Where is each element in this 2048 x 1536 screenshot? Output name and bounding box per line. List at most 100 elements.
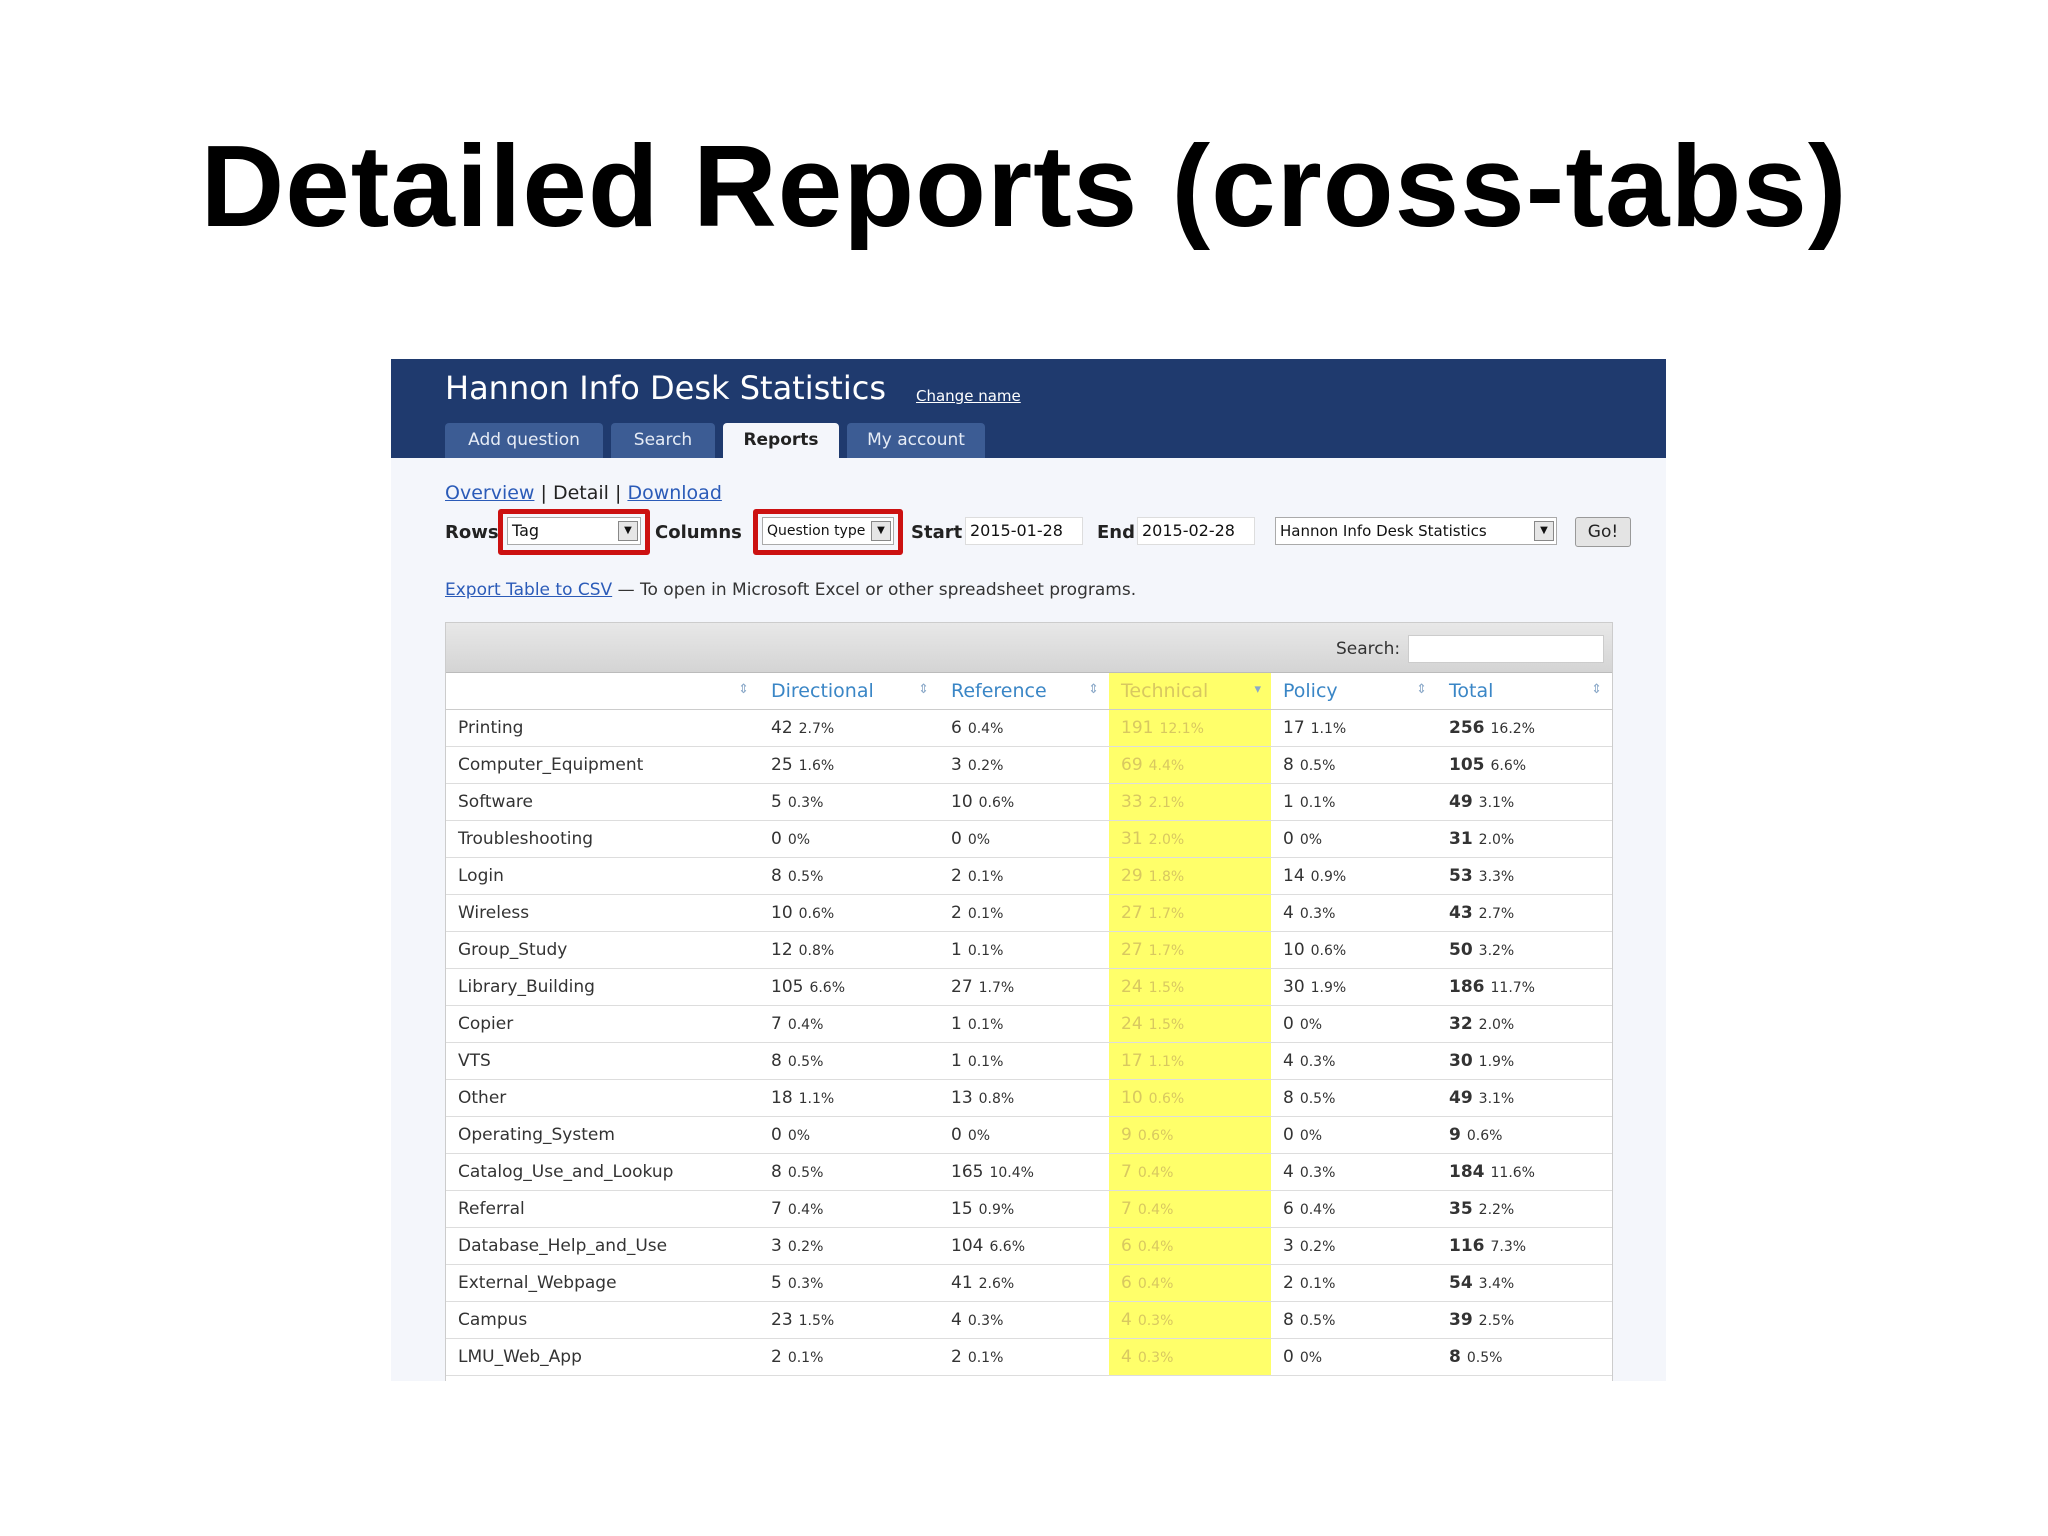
- cell-percent: 11.7%: [1490, 979, 1535, 996]
- cell-percent: 0.1%: [967, 1349, 1004, 1366]
- column-header-row-label[interactable]: ⇕: [446, 673, 759, 710]
- cell-percent: 0.1%: [967, 868, 1004, 885]
- cell-percent: 7.3%: [1490, 1238, 1527, 1255]
- cell-total: 9 0.6%: [1437, 1116, 1612, 1154]
- cell-count: 8: [1283, 1087, 1294, 1108]
- cell-count: 3: [951, 754, 962, 775]
- cell-percent: 1.9%: [1478, 1053, 1515, 1070]
- cell-directional: 105 6.6%: [759, 968, 939, 1006]
- cell-percent: 3.2%: [1478, 942, 1515, 959]
- cell-count: 10: [1283, 939, 1305, 960]
- cell-count: 42: [771, 717, 793, 738]
- cell-count: 4: [1283, 902, 1294, 923]
- row-label-cell: Login: [446, 857, 759, 895]
- cell-count: 105: [1449, 754, 1485, 775]
- columns-select[interactable]: Question type ▼: [762, 517, 894, 545]
- cell-percent: 3.1%: [1478, 794, 1515, 811]
- cell-count: 4: [1283, 1161, 1294, 1182]
- table-row: Campus 23 1.5% 4 0.3% 4 0.3% 8 0.5% 39 2.5%: [446, 1301, 1612, 1339]
- go-button[interactable]: Go!: [1575, 517, 1631, 547]
- row-label-cell: Operating_System: [446, 1116, 759, 1154]
- cell-percent: 0.5%: [1466, 1349, 1503, 1366]
- column-header-technical[interactable]: Technical ▾: [1109, 673, 1271, 710]
- cell-percent: 1.7%: [1148, 942, 1185, 959]
- cell-percent: 0.2%: [967, 757, 1004, 774]
- cell-percent: 2.0%: [1478, 831, 1515, 848]
- app-header: Hannon Info Desk Statistics Change name …: [391, 359, 1666, 458]
- cell-percent: 1.7%: [1148, 905, 1185, 922]
- cell-reference: 10 0.6%: [939, 783, 1109, 821]
- cell-technical: 27 1.7%: [1109, 894, 1271, 932]
- table-row: Operating_System 0 0% 0 0% 9 0.6% 0 0% 9 0.6%: [446, 1116, 1612, 1154]
- cell-count: 2: [771, 1346, 782, 1367]
- cell-percent: 0.9%: [978, 1201, 1015, 1218]
- cell-count: 27: [951, 976, 973, 997]
- cell-percent: 0.1%: [1299, 794, 1336, 811]
- cell-percent: 0%: [967, 831, 991, 848]
- end-label: End: [1097, 522, 1135, 543]
- cell-count: 116: [1449, 1235, 1485, 1256]
- table-search-input[interactable]: [1408, 635, 1604, 663]
- rows-highlight-box: [498, 509, 650, 555]
- cell-count: 54: [1449, 1272, 1473, 1293]
- column-header-directional[interactable]: Directional ⇕: [759, 673, 939, 710]
- cell-count: 32: [1449, 1013, 1473, 1034]
- end-date-input[interactable]: 2015-02-28: [1137, 517, 1255, 545]
- cell-count: 2: [1283, 1272, 1294, 1293]
- download-link[interactable]: Download: [627, 482, 722, 504]
- cell-technical: 27 1.7%: [1109, 931, 1271, 969]
- cell-count: 0: [1283, 1124, 1294, 1145]
- cell-policy: 8 0.5%: [1271, 746, 1437, 784]
- change-name-link[interactable]: Change name: [916, 387, 1021, 405]
- row-label-cell: Copier: [446, 1005, 759, 1043]
- table-row: Referral 7 0.4% 15 0.9% 7 0.4% 6 0.4% 35 2.2%: [446, 1190, 1612, 1228]
- cell-count: 35: [1449, 1198, 1473, 1219]
- cell-count: 7: [1121, 1161, 1132, 1182]
- cell-percent: 0.4%: [787, 1016, 824, 1033]
- cell-reference: 2 0.1%: [939, 1338, 1109, 1376]
- cell-count: 4: [1283, 1050, 1294, 1071]
- column-header-label: Total: [1449, 679, 1494, 702]
- table-search-label: Search:: [1336, 639, 1401, 659]
- cell-percent: 2.2%: [1478, 1201, 1515, 1218]
- start-date-input[interactable]: 2015-01-28: [965, 517, 1083, 545]
- rows-select[interactable]: Tag ▼: [507, 517, 641, 545]
- tab-search[interactable]: Search: [611, 423, 715, 458]
- cell-policy: 2 0.1%: [1271, 1264, 1437, 1302]
- cell-count: 1: [951, 939, 962, 960]
- columns-highlight-box: [753, 509, 903, 555]
- cell-percent: 0.4%: [1299, 1201, 1336, 1218]
- export-line: Export Table to CSV — To open in Microso…: [445, 580, 1136, 600]
- cell-policy: 0 0%: [1271, 1116, 1437, 1154]
- desk-select[interactable]: Hannon Info Desk Statistics ▼: [1275, 517, 1557, 545]
- cell-reference: 4 0.3%: [939, 1301, 1109, 1339]
- cell-count: 6: [1121, 1235, 1132, 1256]
- desk-select-value: Hannon Info Desk Statistics: [1280, 522, 1487, 540]
- tab-reports[interactable]: Reports: [723, 423, 839, 458]
- subnav-separator: |: [614, 482, 622, 504]
- cell-policy: 4 0.3%: [1271, 894, 1437, 932]
- cell-percent: 0.2%: [1299, 1238, 1336, 1255]
- tab-my-account[interactable]: My account: [847, 423, 985, 458]
- cell-percent: 0.1%: [967, 942, 1004, 959]
- cell-percent: 0%: [787, 831, 811, 848]
- tab-add-question[interactable]: Add question: [445, 423, 603, 458]
- cell-count: 31: [1449, 828, 1473, 849]
- cell-total: 105 6.6%: [1437, 746, 1612, 784]
- cell-technical: 10 0.6%: [1109, 1079, 1271, 1117]
- cell-count: 105: [771, 976, 804, 997]
- cell-count: 25: [771, 754, 793, 775]
- cell-percent: 2.0%: [1148, 831, 1185, 848]
- cell-count: 256: [1449, 717, 1485, 738]
- cell-count: 9: [1121, 1124, 1132, 1145]
- cell-percent: 10.4%: [989, 1164, 1034, 1181]
- column-header-reference[interactable]: Reference ⇕: [939, 673, 1109, 710]
- export-csv-link[interactable]: Export Table to CSV: [445, 580, 613, 600]
- table-row: Copier 7 0.4% 1 0.1% 24 1.5% 0 0% 32 2.0%: [446, 1005, 1612, 1043]
- cell-directional: 25 1.6%: [759, 746, 939, 784]
- column-header-total[interactable]: Total ⇕: [1437, 673, 1612, 710]
- column-header-policy[interactable]: Policy ⇕: [1271, 673, 1437, 710]
- overview-link[interactable]: Overview: [445, 482, 535, 504]
- cell-count: 0: [771, 828, 782, 849]
- cell-technical: 69 4.4%: [1109, 746, 1271, 784]
